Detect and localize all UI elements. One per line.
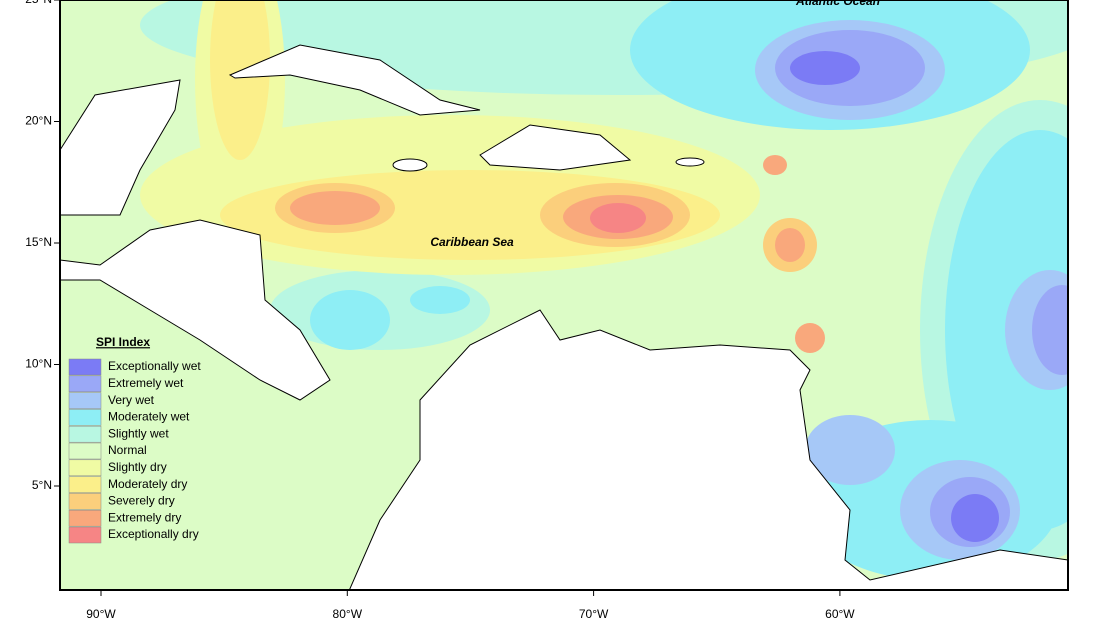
legend-swatch: [68, 358, 102, 376]
legend-swatch: [68, 476, 102, 493]
spi-zone: [590, 203, 646, 233]
lon-label: 90°W: [86, 607, 116, 621]
legend-swatch: [68, 409, 102, 426]
lat-label: 20°N: [25, 114, 52, 128]
spi-zone: [210, 0, 270, 160]
legend-swatch: [68, 493, 102, 510]
legend-swatch: [68, 442, 102, 460]
land: [60, 44, 1068, 590]
spi-zone: [805, 415, 895, 485]
legend-label: Slightly dry: [108, 460, 167, 474]
legend-label: Normal: [108, 443, 147, 457]
legend-swatch: [68, 459, 102, 477]
lon-label: 80°W: [333, 607, 363, 621]
shading: [140, 0, 1068, 580]
legend-label: Slightly wet: [108, 426, 169, 440]
frame: [59, 0, 1069, 591]
lat-label: 5°N: [32, 478, 52, 492]
spi-zone: [410, 286, 470, 314]
legend-title: SPI Index: [96, 335, 150, 349]
legend-label: Extremely dry: [108, 510, 181, 524]
place-label: Atlantic Ocean: [795, 0, 880, 8]
legend-label: Moderately dry: [108, 477, 187, 491]
legend-label: Severely dry: [108, 494, 175, 508]
spi-zone: [951, 494, 999, 542]
spi-zone: [790, 51, 860, 85]
legend-label: Exceptionally wet: [108, 359, 201, 373]
place-label: Caribbean Sea: [430, 235, 514, 249]
legend-label: Extremely wet: [108, 376, 184, 390]
legend-swatch: [68, 425, 102, 443]
lon-label: 70°W: [579, 607, 609, 621]
lat-label: 15°N: [25, 235, 52, 249]
legend-swatch: [68, 375, 102, 393]
legend-swatch: [68, 509, 102, 527]
spi-zone: [1032, 285, 1068, 375]
map-area: [60, 0, 1068, 590]
legend-label: Moderately wet: [108, 410, 190, 424]
legend-label: Very wet: [108, 393, 155, 407]
legend-swatch: [68, 392, 102, 409]
spi-zone: [290, 191, 380, 225]
spi-zone: [775, 228, 805, 262]
lat-label: 10°N: [25, 357, 52, 371]
spi-zone: [310, 290, 390, 350]
spi-zone: [763, 155, 787, 175]
legend-swatch: [68, 526, 102, 544]
spi-zone: [795, 323, 825, 353]
legend-label: Exceptionally dry: [108, 527, 199, 541]
lon-label: 60°W: [825, 607, 855, 621]
lat-label: 25°N: [25, 0, 52, 6]
